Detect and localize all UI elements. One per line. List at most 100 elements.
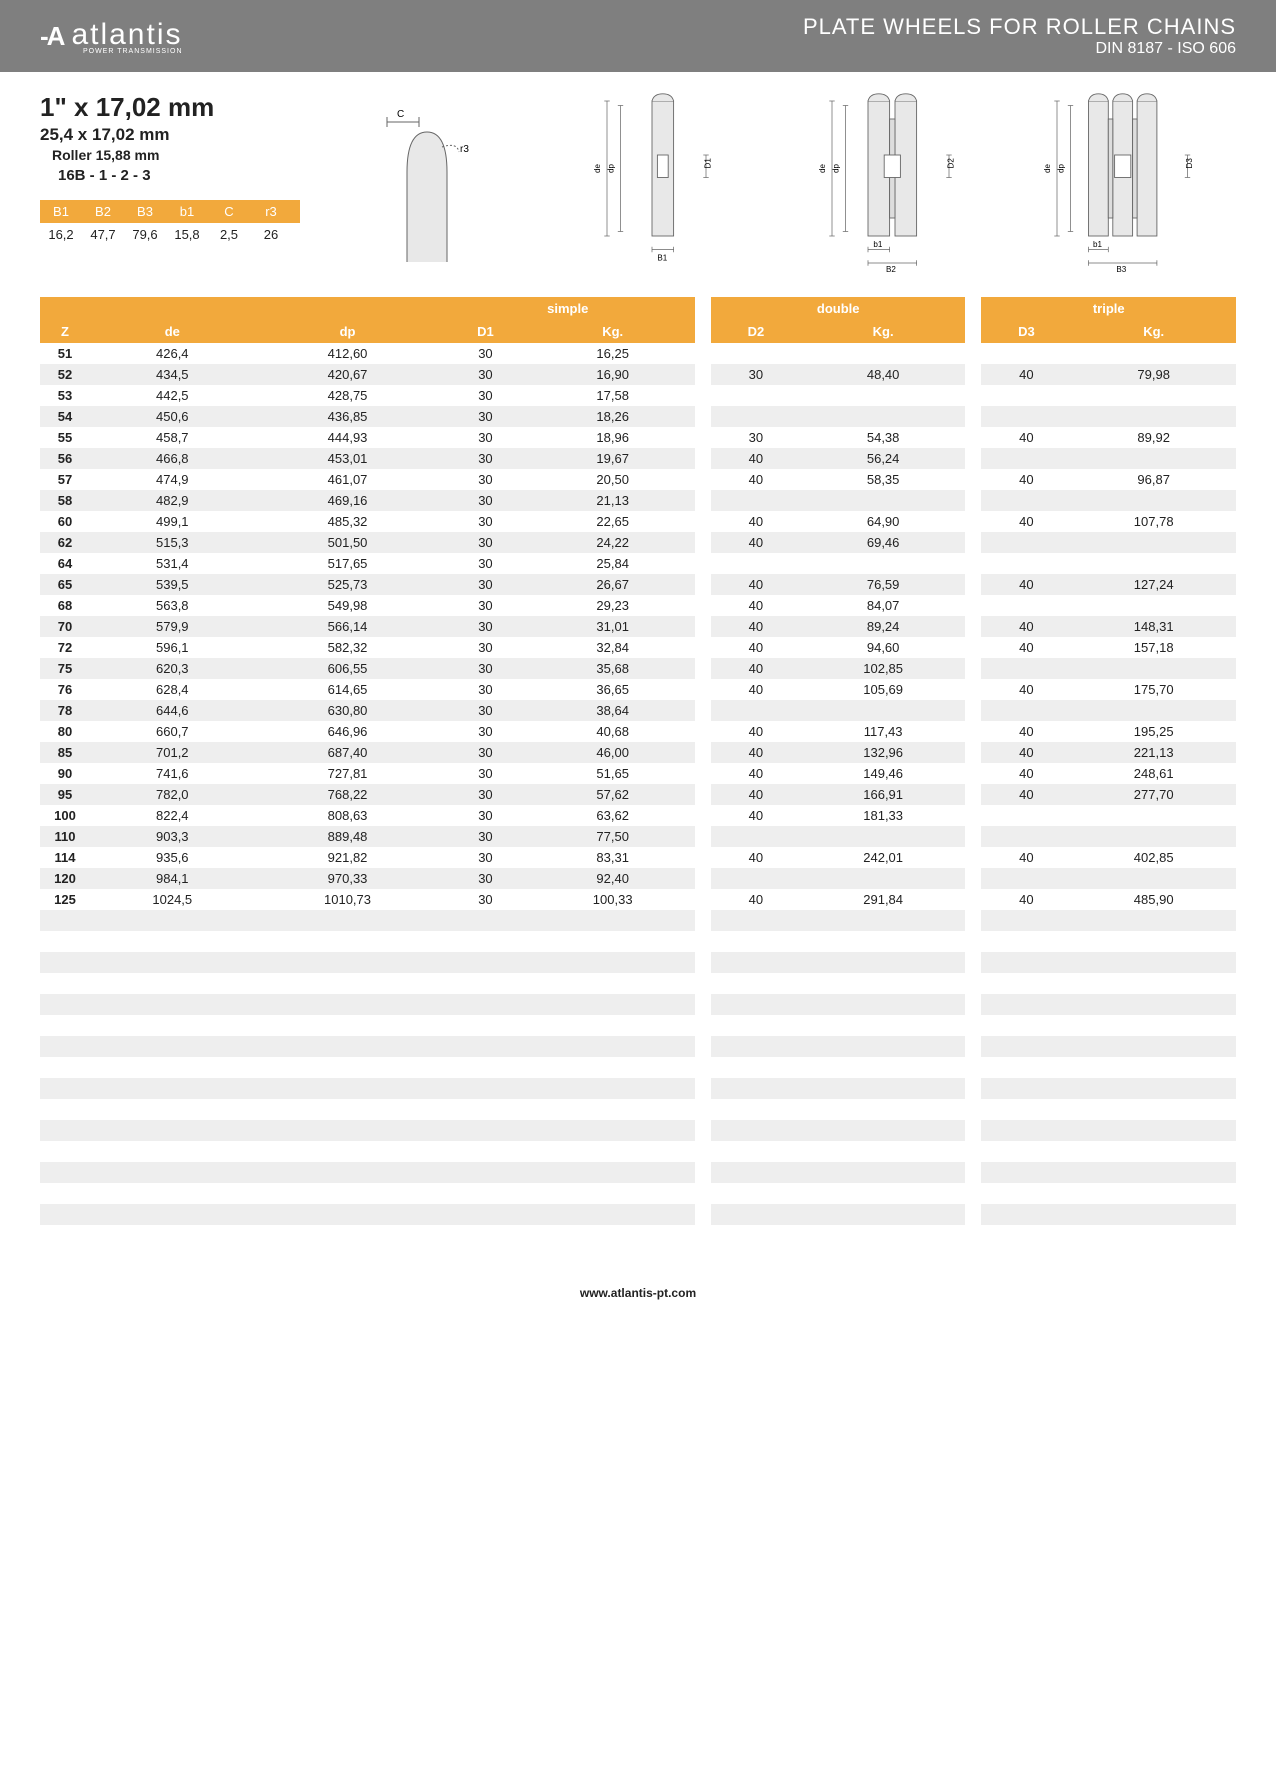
table-row: 68563,8549,983029,234084,07 [40,595,1236,616]
param-value: 47,7 [82,223,124,246]
svg-text:D3: D3 [1185,158,1194,169]
param-header: b1 [166,200,208,223]
table-row: 52434,5420,673016,903048,404079,98 [40,364,1236,385]
table-row-empty [40,1015,1236,1036]
param-table: B1B2B3b1Cr3 16,247,779,615,82,526 [40,200,300,246]
table-row: 57474,9461,073020,504058,354096,87 [40,469,1236,490]
th-d2: D2 [711,320,801,343]
main-table: simple double triple Z de dp D1 Kg. D2 K… [40,297,1236,1246]
param-value: 15,8 [166,223,208,246]
table-row: 76628,4614,653036,6540105,6940175,70 [40,679,1236,700]
table-row-empty [40,910,1236,931]
table-row: 70579,9566,143031,014089,2440148,31 [40,616,1236,637]
param-value: 79,6 [124,223,166,246]
logo-subtext: POWER TRANSMISSION [71,48,182,55]
table-row-empty [40,1120,1236,1141]
table-row: 58482,9469,163021,13 [40,490,1236,511]
svg-text:B1: B1 [657,253,667,262]
table-row-empty [40,994,1236,1015]
param-header: B2 [82,200,124,223]
table-row: 120984,1970,333092,40 [40,868,1236,889]
header-title-1: PLATE WHEELS FOR ROLLER CHAINS [803,14,1236,40]
spec-box: 1" x 17,02 mm 25,4 x 17,02 mm Roller 15,… [40,92,300,277]
th-kg3: Kg. [1071,320,1236,343]
table-row-empty [40,1141,1236,1162]
table-row: 53442,5428,753017,58 [40,385,1236,406]
spec-title: 1" x 17,02 mm [40,92,300,123]
table-row-empty [40,973,1236,994]
diagram-double: de dp D2 b1 B2 [788,92,1002,277]
svg-text:b1: b1 [873,240,882,249]
diagrams: C r3 d [320,92,1236,277]
table-row-empty [40,1162,1236,1183]
table-row: 55458,7444,933018,963054,384089,92 [40,427,1236,448]
th-simple: simple [440,297,694,320]
table-row: 1251024,51010,7330100,3340291,8440485,90 [40,889,1236,910]
svg-text:B2: B2 [886,265,896,272]
svg-text:de: de [1043,164,1052,173]
param-value: 26 [250,223,292,246]
svg-text:B3: B3 [1116,265,1126,272]
table-row-empty [40,1204,1236,1225]
table-row: 72596,1582,323032,844094,6040157,18 [40,637,1236,658]
th-double: double [711,297,965,320]
spec-sub2: Roller 15,88 mm [52,147,300,163]
table-row-empty [40,1225,1236,1246]
table-row-empty [40,1099,1236,1120]
th-triple: triple [981,297,1236,320]
spec-sub1: 25,4 x 17,02 mm [40,125,300,145]
th-z: Z [40,320,90,343]
diagram-tooth: C r3 [320,92,534,277]
table-row: 64531,4517,653025,84 [40,553,1236,574]
table-row: 56466,8453,013019,674056,24 [40,448,1236,469]
spec-sub3: 16B - 1 - 2 - 3 [58,167,300,184]
table-row: 95782,0768,223057,6240166,9140277,70 [40,784,1236,805]
table-row: 80660,7646,963040,6840117,4340195,25 [40,721,1236,742]
th-d3: D3 [981,320,1071,343]
svg-text:dp: dp [1056,164,1065,173]
table-row-empty [40,1183,1236,1204]
header-bar: -A atlantis POWER TRANSMISSION PLATE WHE… [0,0,1276,72]
table-row: 65539,5525,733026,674076,5940127,24 [40,574,1236,595]
svg-text:de: de [818,164,827,173]
table-row-empty [40,931,1236,952]
logo-mark-icon: -A [40,21,63,52]
diagram-triple: de dp D3 b1 B3 [1022,92,1236,277]
footer-url: www.atlantis-pt.com [0,1266,1276,1320]
table-row: 51426,4412,603016,25 [40,343,1236,364]
param-header: r3 [250,200,292,223]
logo: -A atlantis POWER TRANSMISSION [40,18,183,55]
svg-text:de: de [593,164,602,173]
svg-text:D2: D2 [947,158,956,169]
table-row-empty [40,1057,1236,1078]
th-d1: D1 [440,320,530,343]
svg-text:dp: dp [831,164,840,173]
top-section: 1" x 17,02 mm 25,4 x 17,02 mm Roller 15,… [40,92,1236,277]
th-kg1: Kg. [530,320,695,343]
table-row: 110903,3889,483077,50 [40,826,1236,847]
param-header: B1 [40,200,82,223]
svg-text:r3: r3 [460,144,469,155]
table-row: 75620,3606,553035,6840102,85 [40,658,1236,679]
table-row-empty [40,1078,1236,1099]
th-kg2: Kg. [801,320,966,343]
table-row: 100822,4808,633063,6240181,33 [40,805,1236,826]
svg-text:dp: dp [606,164,615,173]
diagram-simple: de dp D1 B1 [554,92,768,277]
th-dp: dp [255,320,441,343]
table-row: 54450,6436,853018,26 [40,406,1236,427]
table-row: 78644,6630,803038,64 [40,700,1236,721]
param-value: 16,2 [40,223,82,246]
table-row: 85701,2687,403046,0040132,9640221,13 [40,742,1236,763]
logo-text: atlantis [71,18,182,51]
table-row: 90741,6727,813051,6540149,4640248,61 [40,763,1236,784]
header-title: PLATE WHEELS FOR ROLLER CHAINS DIN 8187 … [803,14,1236,58]
svg-text:D1: D1 [704,158,713,169]
svg-text:C: C [397,109,404,120]
table-row: 60499,1485,323022,654064,9040107,78 [40,511,1236,532]
table-row: 114935,6921,823083,3140242,0140402,85 [40,847,1236,868]
table-row: 62515,3501,503024,224069,46 [40,532,1236,553]
header-title-2: DIN 8187 - ISO 606 [803,40,1236,58]
table-row-empty [40,952,1236,973]
param-value: 2,5 [208,223,250,246]
